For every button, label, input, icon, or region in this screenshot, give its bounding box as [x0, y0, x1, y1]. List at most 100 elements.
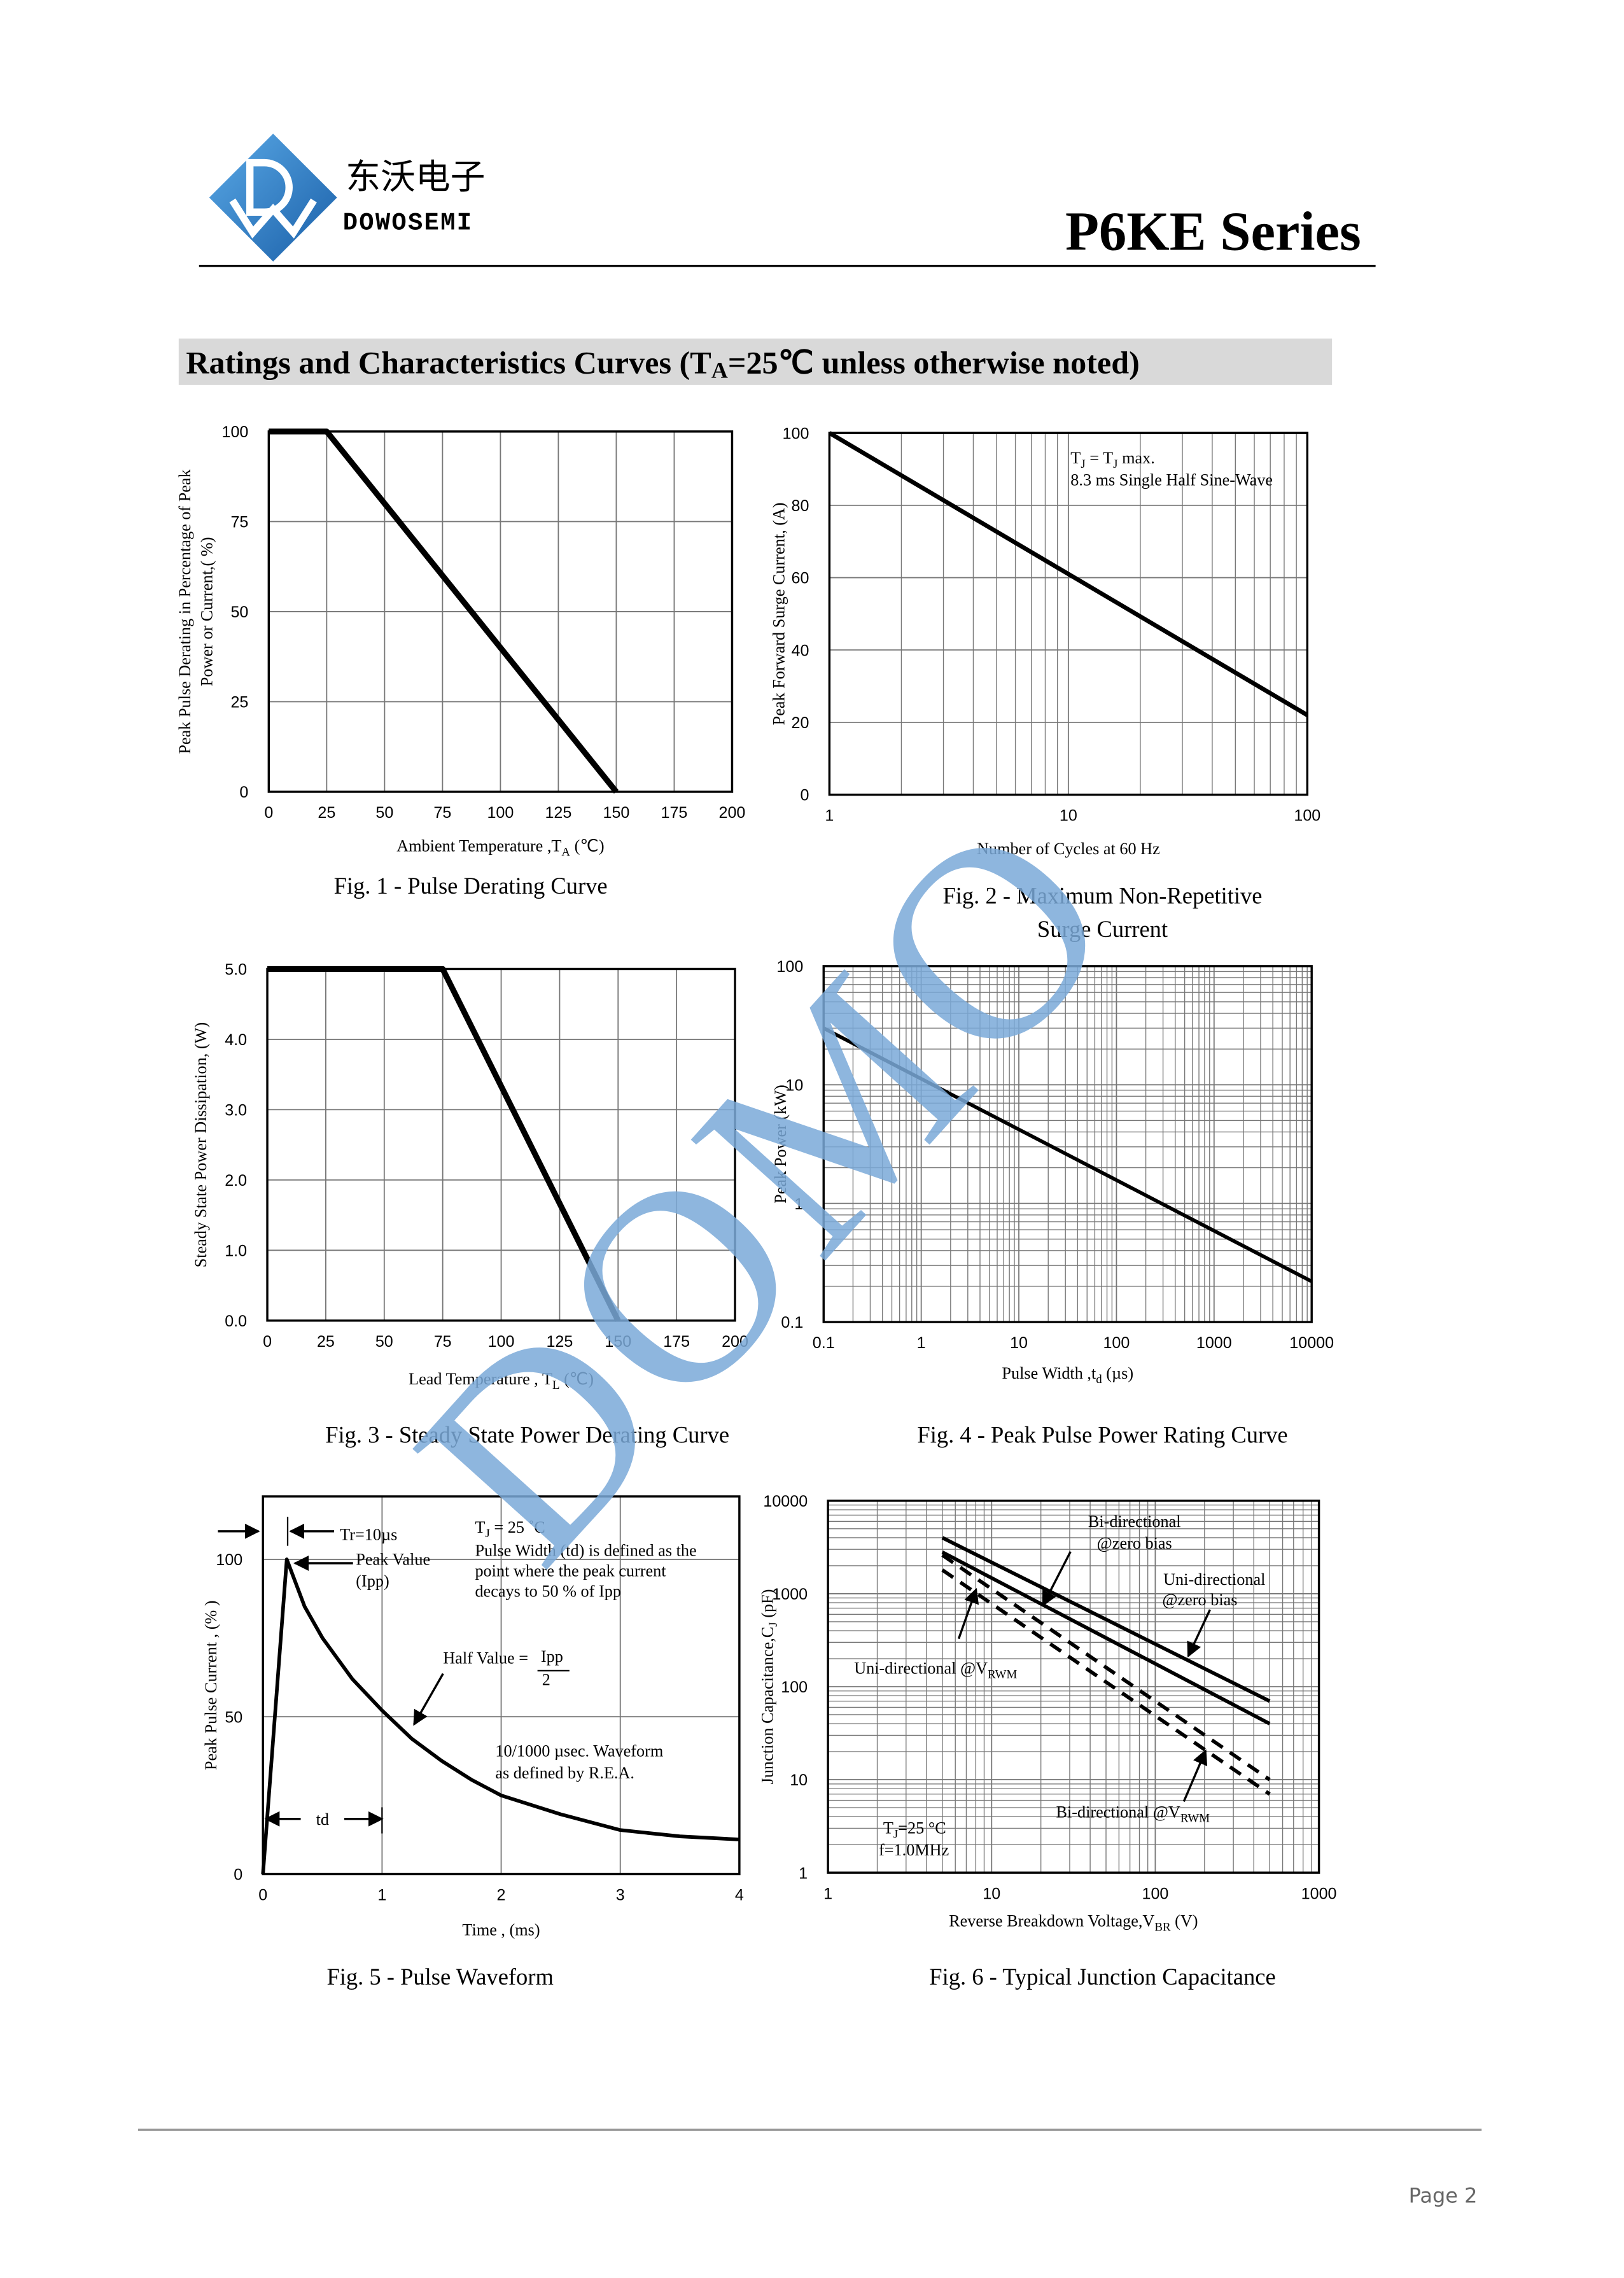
x-tick-label: 125	[546, 1333, 573, 1351]
text-part: Number of Cycles at 60 Hz	[977, 840, 1160, 858]
text-part: (℃)	[560, 1370, 594, 1388]
text-part: = 25 ˚C	[490, 1518, 545, 1536]
subscript: BR	[1154, 1920, 1171, 1934]
y-tick-label: 2.0	[225, 1172, 247, 1190]
text-part: Junction Capacitance,C	[758, 1627, 776, 1785]
subscript: RWM	[988, 1668, 1017, 1681]
figure-caption: Surge Current	[1037, 916, 1168, 942]
subscript: A	[561, 845, 570, 859]
annotation: Bi-directional @VRWM	[1056, 1803, 1210, 1825]
x-tick-label: 0	[263, 1333, 272, 1351]
text-part: td	[316, 1810, 329, 1829]
y-tick-label: 4.0	[225, 1031, 247, 1049]
plot-frame	[822, 965, 1313, 1323]
text-part: Power or Current,( %)	[197, 537, 216, 687]
x-tick-label: 1	[825, 807, 834, 825]
text-part: Uni-directional @V	[854, 1659, 988, 1677]
text-part: max.	[1118, 449, 1155, 467]
x-axis-label: Ambient Temperature ,TA (℃)	[396, 837, 604, 859]
text-part: Peak Power (kW)	[771, 1085, 790, 1204]
charts: Ratings and Characteristics Curves (TA=2…	[176, 345, 1336, 1990]
figure-caption: Fig. 3 - Steady State Power Derating Cur…	[325, 1422, 729, 1448]
text-part: Peak Pulse Derating in Percentage of Pea…	[176, 468, 194, 754]
y-axis-label: Peak Power (kW)	[771, 1085, 790, 1204]
arrow	[1182, 1749, 1208, 1803]
series-line	[941, 1536, 1271, 1703]
text-part: T	[475, 1518, 485, 1536]
text-part: Time , (ms)	[462, 1920, 540, 1939]
annotation: 8.3 ms Single Half Sine-Wave	[1070, 470, 1273, 489]
y-tick-label: 0.1	[781, 1314, 803, 1332]
y-tick-label: 0	[800, 787, 809, 805]
subscript: A	[711, 357, 728, 383]
subscript: J	[893, 1827, 898, 1841]
x-tick-label: 175	[663, 1333, 690, 1351]
y-tick-label: 1.0	[225, 1242, 247, 1260]
x-tick-label: 50	[375, 1333, 393, 1351]
series-line	[267, 966, 621, 1322]
x-tick-label: 100	[488, 1333, 515, 1351]
chart: 0.1 1 10 100 1000 10000 0.1 1 10 100 Pulse Width ,…	[771, 958, 1334, 1448]
x-axis-label: Lead Temperature , TL (℃)	[409, 1370, 594, 1392]
y-tick-label: 50	[230, 603, 248, 621]
y-axis-label: Peak Pulse Current , (% )	[202, 1600, 220, 1770]
series-line	[261, 1557, 740, 1874]
chart: 0 1 2 3 4 0 50 100 Time , (ms) Peak Pulse Current…	[202, 1495, 744, 1990]
company-en: DOWOSEMI	[343, 209, 473, 237]
text-part: 10/1000 µsec. Waveform	[495, 1742, 663, 1761]
text-part: Peak Value	[356, 1550, 430, 1568]
text-part: 8.3 ms Single Half Sine-Wave	[1070, 470, 1273, 489]
text-part: T	[1070, 449, 1081, 467]
y-axis-label: Junction Capacitance,CJ (pF)	[758, 1589, 780, 1785]
y-tick-label: 40	[792, 642, 809, 659]
subscript: J	[1113, 458, 1117, 471]
plot-frame	[828, 432, 1309, 796]
annotation: @zero bias	[1097, 1534, 1172, 1552]
series-line	[941, 1550, 1271, 1726]
y-tick-label: 5.0	[225, 961, 247, 979]
arrow	[413, 1673, 444, 1726]
arrow	[1042, 1550, 1072, 1607]
x-tick-label: 50	[375, 804, 393, 822]
subscript: J	[485, 1527, 489, 1540]
y-tick-label: 100	[216, 1551, 242, 1569]
text-part: 2	[542, 1671, 550, 1689]
series-line	[941, 1568, 1271, 1796]
text-part: =25℃ unless otherwise noted)	[728, 345, 1140, 381]
text-part: @zero bias	[1097, 1534, 1172, 1552]
annotation: 2	[542, 1671, 550, 1689]
text-part: Half Value =	[443, 1649, 528, 1667]
x-tick-label: 1	[377, 1887, 386, 1904]
x-tick-label: 3	[616, 1887, 625, 1904]
text-part: (V)	[1171, 1912, 1198, 1930]
y-tick-label: 25	[230, 694, 248, 712]
y-tick-label: 1	[794, 1195, 803, 1213]
annotation: f=1.0MHz	[879, 1841, 949, 1859]
x-tick-label: 10	[1060, 807, 1077, 825]
series-line	[269, 428, 619, 794]
series-line	[822, 1026, 1313, 1283]
arrow	[1187, 1609, 1211, 1658]
text-part: Uni-directional	[1163, 1570, 1265, 1589]
x-tick-label: 1000	[1196, 1334, 1232, 1352]
annotation: Peak Value	[356, 1550, 430, 1568]
y-tick-label: 0	[239, 784, 248, 801]
x-tick-label: 200	[722, 1333, 748, 1351]
annotation: td	[316, 1810, 329, 1829]
y-tick-label: 20	[792, 714, 809, 732]
x-tick-label: 25	[317, 1333, 335, 1351]
y-tick-label: 80	[792, 497, 809, 515]
text-part: f=1.0MHz	[879, 1841, 949, 1859]
annotation: 10/1000 µsec. Waveform	[495, 1742, 663, 1761]
x-tick-label: 0.1	[813, 1334, 835, 1352]
annotation: Ipp	[541, 1647, 563, 1666]
series-title: P6KE Series	[1065, 201, 1361, 262]
chart: 1 10 100 0 20 40 60 80 100 Number of Cycles at 60…	[770, 425, 1321, 942]
text-part: Bi-directional	[1088, 1512, 1181, 1531]
figure-caption: Fig. 2 - Maximum Non-Repetitive	[942, 883, 1262, 909]
annotation: (Ipp)	[356, 1572, 389, 1591]
x-axis-label: Time , (ms)	[462, 1920, 540, 1939]
x-tick-label: 100	[1294, 807, 1320, 825]
y-tick-label: 10000	[763, 1493, 808, 1510]
